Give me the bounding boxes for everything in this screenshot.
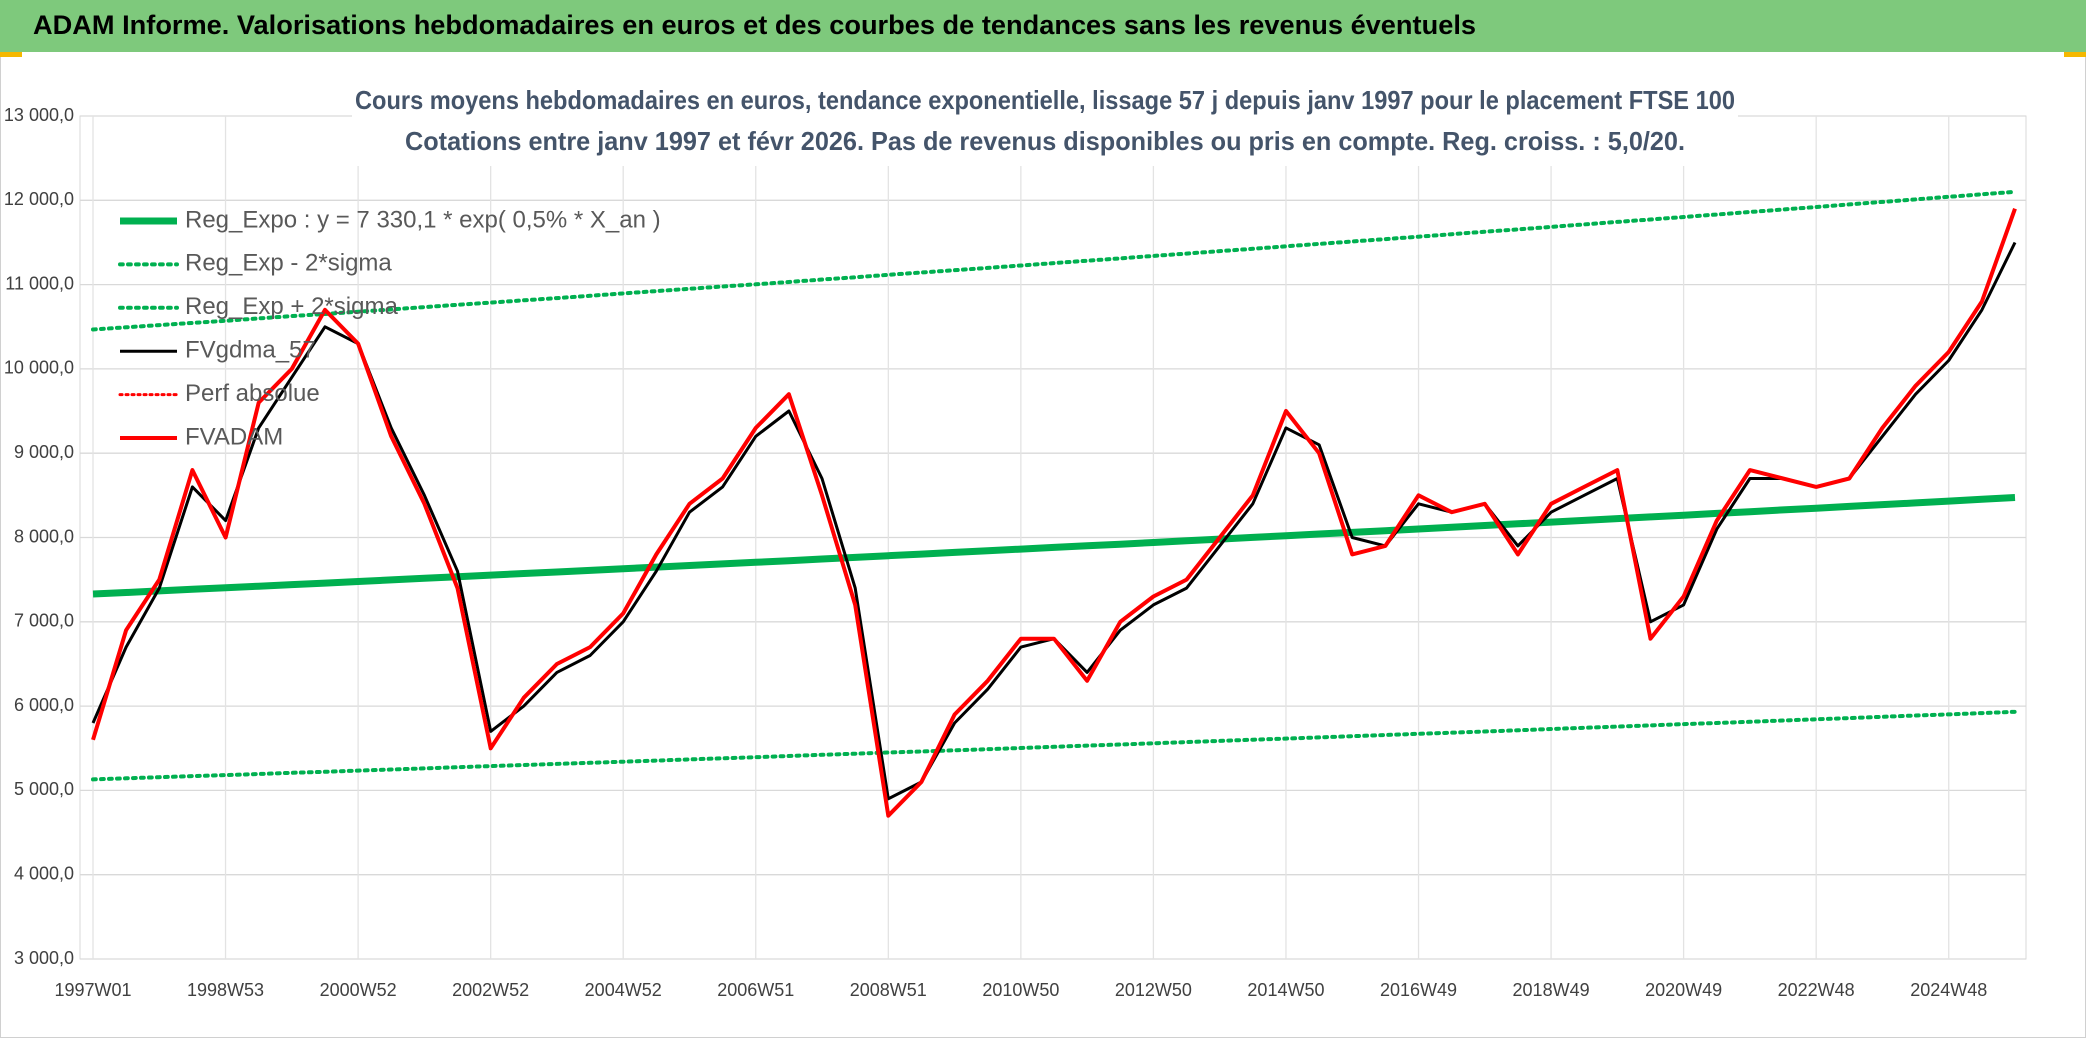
y-tick-label: 13 000,0 [4, 105, 74, 125]
y-tick-label: 10 000,0 [4, 358, 74, 378]
y-tick-label: 5 000,0 [14, 779, 74, 799]
x-tick-label: 1997W01 [54, 980, 131, 1000]
header-bar [0, 0, 2086, 52]
legend-label: FVgdma_57 [185, 337, 316, 364]
series-line [92, 494, 2016, 598]
y-tick-label: 12 000,0 [4, 189, 74, 209]
y-tick-label: 9 000,0 [14, 442, 74, 462]
x-tick-label: 2002W52 [452, 980, 529, 1000]
x-tick-label: 2012W50 [1115, 980, 1192, 1000]
y-tick-label: 11 000,0 [5, 273, 74, 293]
y-tick-label: 4 000,0 [14, 863, 74, 883]
series-line [91, 709, 2017, 782]
y-tick-label: 7 000,0 [14, 611, 74, 631]
x-tick-label: 2000W52 [320, 980, 397, 1000]
legend-label: Reg_Exp - 2*sigma [185, 250, 392, 277]
x-tick-label: 2018W49 [1513, 980, 1590, 1000]
legend-label: FVADAM [185, 423, 283, 450]
x-tick-label: 2010W50 [982, 980, 1059, 1000]
y-tick-label: 8 000,0 [14, 526, 74, 546]
x-tick-label: 1998W53 [187, 980, 264, 1000]
corner-accent [2064, 52, 2086, 57]
x-tick-label: 2022W48 [1778, 980, 1855, 1000]
subtitle-box [352, 80, 1738, 166]
x-tick-label: 2020W49 [1645, 980, 1722, 1000]
x-tick-label: 2016W49 [1380, 980, 1457, 1000]
series-line [91, 189, 2017, 332]
y-tick-label: 6 000,0 [14, 695, 74, 715]
x-tick-label: 2014W50 [1247, 980, 1324, 1000]
x-tick-label: 2006W51 [717, 980, 794, 1000]
y-tick-label: 3 000,0 [14, 948, 74, 968]
series-line [91, 208, 2017, 818]
header-title: ADAM Informe. Valorisations hebdomadaire… [33, 10, 1476, 40]
x-tick-label: 2008W51 [850, 980, 927, 1000]
x-tick-label: 2004W52 [585, 980, 662, 1000]
subtitle: Cours moyens hebdomadaires en euros, ten… [355, 85, 1735, 115]
legend-label: Reg_Expo : y = 7 330,1 * exp( 0,5% * X_a… [185, 206, 661, 233]
subtitle: Cotations entre janv 1997 et févr 2026. … [405, 126, 1685, 156]
x-tick-label: 2024W48 [1910, 980, 1987, 1000]
legend-label: Reg_Exp + 2*sigma [185, 293, 398, 320]
legend-label: Perf absolue [185, 380, 320, 407]
corner-accent [0, 52, 22, 57]
